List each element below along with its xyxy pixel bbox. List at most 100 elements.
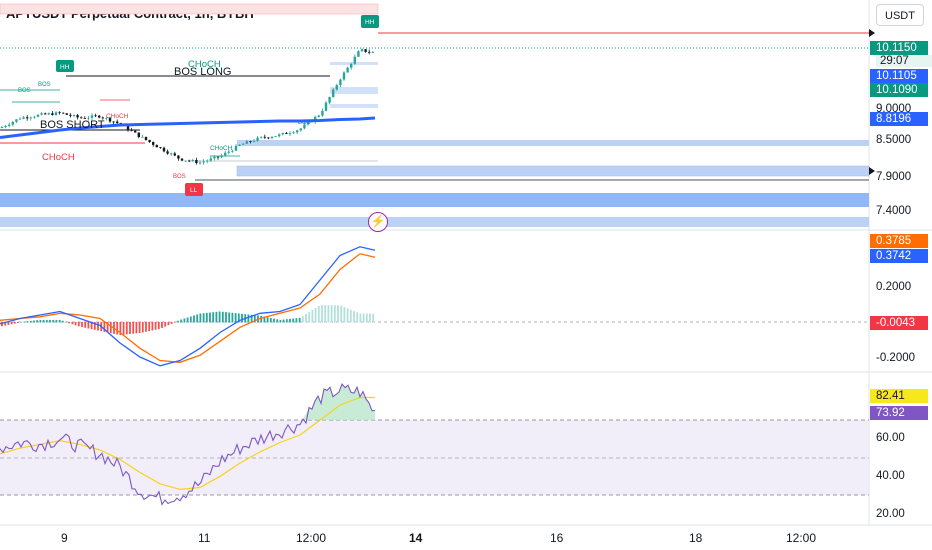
macd-histogram-bar <box>215 311 218 323</box>
candle-body <box>62 112 65 114</box>
macd-histogram-bar <box>138 322 141 334</box>
candle-body <box>83 118 86 119</box>
candle-body <box>40 113 43 115</box>
macd-histogram-bar <box>145 322 147 332</box>
macd-histogram-bar <box>106 322 109 333</box>
macd-histogram-bar <box>77 322 80 327</box>
candle-body <box>11 121 14 125</box>
countdown-label: 29:07 <box>876 55 932 67</box>
currency-button[interactable]: USDT <box>876 4 924 26</box>
macd-histogram-bar <box>173 322 176 323</box>
time-label: 11 <box>198 531 211 545</box>
candle-body <box>191 160 194 161</box>
macd-tick: -0.2000 <box>876 352 916 364</box>
candle-body <box>173 153 176 156</box>
last-price-tag: 10.1150 <box>870 41 928 55</box>
macd-histogram-bar <box>109 322 112 334</box>
macd-histogram-bar <box>276 319 279 323</box>
macd-histogram-bar <box>119 322 122 336</box>
choch-low-label: CHoCH <box>210 145 233 152</box>
macd-histogram-bar <box>52 319 55 323</box>
macd-histogram-bar <box>157 322 160 330</box>
candle-body <box>242 143 245 145</box>
macd-histogram-bar <box>237 313 240 323</box>
macd-histogram-bar <box>129 322 131 335</box>
candle-body <box>144 136 148 140</box>
macd-histogram-bar <box>36 320 39 323</box>
macd-histogram-bar <box>311 309 314 323</box>
macd-histogram-bar <box>116 322 119 335</box>
candle-body <box>216 156 220 158</box>
candle-body <box>101 117 104 119</box>
candle-body <box>224 152 227 156</box>
bos-label: BOS <box>173 174 186 180</box>
rsi-band <box>0 420 869 495</box>
macd-histogram-bar <box>87 322 90 329</box>
time-label: 12:00 <box>786 531 817 545</box>
macd-histogram-bar <box>241 313 243 323</box>
candle-body <box>202 161 205 163</box>
macd-histogram-bar <box>141 322 144 333</box>
macd-histogram-bar <box>39 319 42 323</box>
candle-body <box>303 124 306 129</box>
macd-histogram-bar <box>180 319 183 323</box>
macd-histogram-bar <box>132 322 135 334</box>
macd-histogram-bar <box>161 322 163 328</box>
candle-body <box>36 114 40 117</box>
candle-body <box>170 153 173 155</box>
rsi-line <box>0 383 376 506</box>
macd-histogram-bar <box>205 312 208 323</box>
macd-histogram-bar <box>308 312 311 323</box>
candle-body <box>116 121 119 124</box>
candle-body <box>94 115 97 117</box>
macd-histogram-bar <box>122 322 125 335</box>
candle-body <box>69 114 72 116</box>
macd-histogram-bar <box>289 318 291 323</box>
macd-histogram-bar <box>234 313 237 323</box>
hh-badge <box>56 60 74 72</box>
candle-body <box>72 115 76 116</box>
candle-body <box>285 132 288 134</box>
macd-line <box>0 246 376 367</box>
macd-histogram-bar <box>295 318 298 323</box>
candle-body <box>126 125 130 131</box>
candle-body <box>4 125 7 128</box>
time-label: 18 <box>689 531 703 545</box>
macd-histogram-bar <box>321 305 323 323</box>
lightning-icon[interactable]: ⚡ <box>368 212 388 232</box>
macd-histogram-bar <box>337 305 339 323</box>
candle-body <box>299 128 302 131</box>
macd-histogram-bar <box>228 312 231 323</box>
zone-marker-arrow <box>869 167 875 175</box>
candle-body <box>29 117 32 119</box>
macd-histogram-bar <box>263 316 266 323</box>
macd-histogram-bar <box>359 313 362 323</box>
macd-histogram-bar <box>292 318 295 323</box>
candle-body <box>209 158 212 161</box>
demand-zone <box>236 165 870 177</box>
candle-body <box>58 112 61 114</box>
macd-histogram-bar <box>45 319 48 323</box>
macd-histogram-bar <box>97 322 99 331</box>
time-label: 16 <box>550 531 564 545</box>
candle-body <box>159 147 162 149</box>
candle-body <box>274 136 277 137</box>
macd-histogram-bar <box>20 321 23 323</box>
macd-histogram-bar <box>269 317 272 323</box>
candle-body <box>256 137 259 141</box>
macd-histogram-bar <box>65 321 67 323</box>
macd-histogram-bar <box>196 314 199 323</box>
rsi-series <box>0 383 376 506</box>
macd-histogram-bar <box>218 311 221 323</box>
candle-body <box>234 145 238 151</box>
macd-histogram-bar <box>189 316 192 323</box>
macd-histogram-bar <box>346 308 349 323</box>
candle-body <box>292 132 295 134</box>
candle-body <box>98 115 101 118</box>
macd-histogram-bar <box>209 312 211 323</box>
macd-histogram-bar <box>314 307 317 323</box>
candle-body <box>137 132 140 138</box>
macd-histogram-bar <box>29 320 32 323</box>
candle-body <box>134 130 137 133</box>
